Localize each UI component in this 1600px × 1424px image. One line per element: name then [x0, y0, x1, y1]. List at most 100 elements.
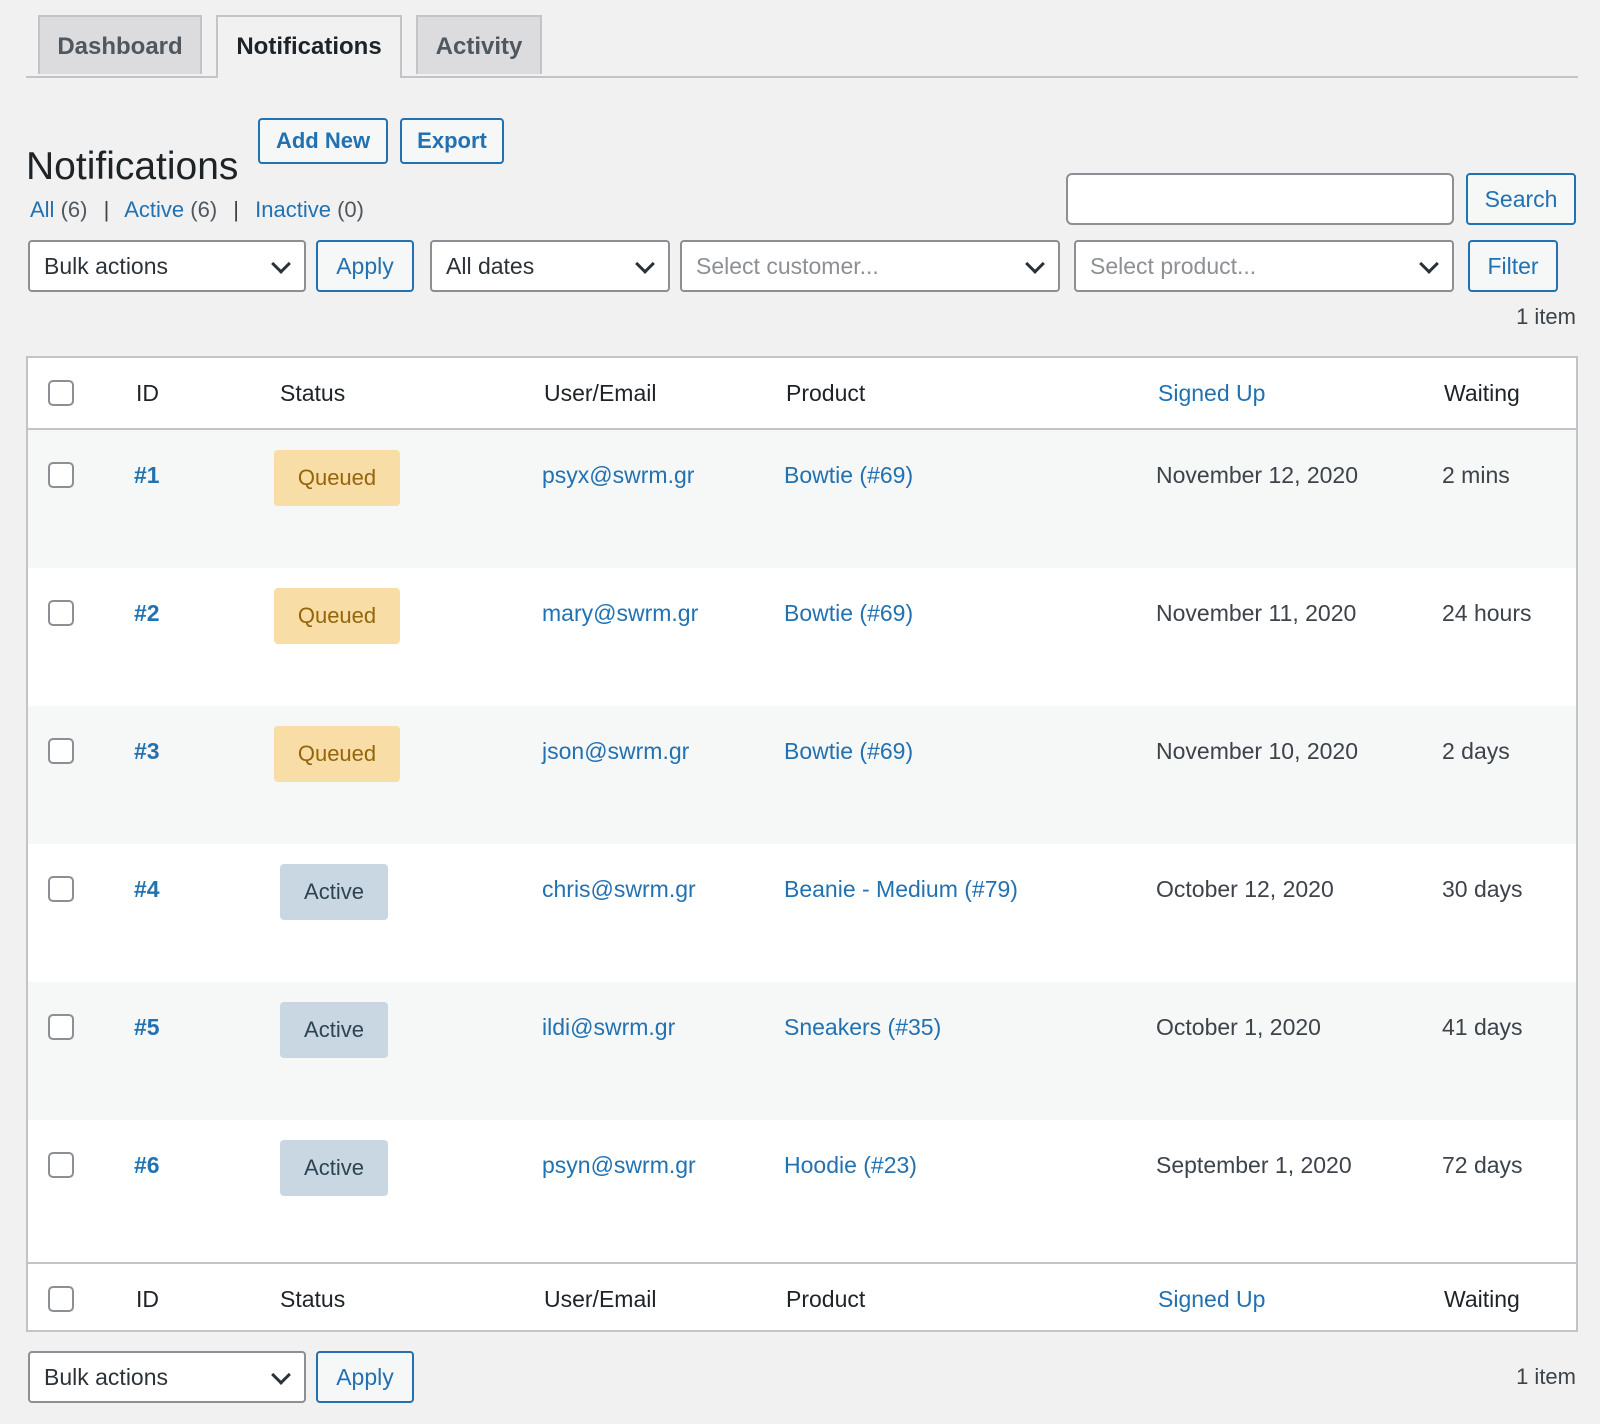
status-badge: Active — [280, 1002, 388, 1058]
tab-dashboard[interactable]: Dashboard — [38, 15, 202, 74]
row-checkbox[interactable] — [48, 876, 74, 902]
tab-notifications[interactable]: Notifications — [216, 15, 402, 78]
user-email-link[interactable]: ildi@swrm.gr — [542, 1014, 676, 1040]
view-all-link[interactable]: All — [30, 197, 55, 222]
status-badge: Active — [280, 1140, 388, 1196]
signed-up-date: October 1, 2020 — [1156, 1014, 1321, 1040]
tab-activity[interactable]: Activity — [416, 15, 542, 74]
table-row: #4 Active chris@swrm.gr Beanie - Medium … — [28, 844, 1576, 982]
customer-placeholder: Select customer... — [696, 253, 879, 279]
separator: | — [233, 197, 239, 222]
product-select[interactable]: Select product... — [1074, 240, 1454, 292]
search-input[interactable] — [1066, 173, 1454, 225]
row-checkbox[interactable] — [48, 1152, 74, 1178]
waiting-time: 72 days — [1442, 1152, 1523, 1178]
column-status: Status — [280, 380, 346, 406]
notification-id-link[interactable]: #5 — [134, 1014, 160, 1040]
waiting-time: 2 days — [1442, 738, 1510, 764]
waiting-time: 41 days — [1442, 1014, 1523, 1040]
dates-select[interactable]: All dates — [430, 240, 670, 292]
chevron-down-icon — [271, 1365, 291, 1385]
status-views: All (6) | Active (6) | Inactive (0) — [30, 196, 364, 224]
status-badge: Queued — [274, 726, 400, 782]
column-waiting: Waiting — [1444, 1286, 1520, 1312]
add-new-button[interactable]: Add New — [258, 118, 388, 164]
status-badge: Queued — [274, 588, 400, 644]
notification-id-link[interactable]: #3 — [134, 738, 160, 764]
item-count-top: 1 item — [1516, 304, 1576, 329]
view-inactive-count: (0) — [337, 197, 364, 222]
table-row: #5 Active ildi@swrm.gr Sneakers (#35) Oc… — [28, 982, 1576, 1120]
user-email-link[interactable]: chris@swrm.gr — [542, 876, 696, 902]
product-link[interactable]: Beanie - Medium (#79) — [784, 876, 1018, 902]
select-all-checkbox[interactable] — [48, 380, 74, 406]
table-row: #3 Queued json@swrm.gr Bowtie (#69) Nove… — [28, 706, 1576, 844]
product-link[interactable]: Bowtie (#69) — [784, 738, 914, 764]
notifications-table: ID Status User/Email Product Signed Up W… — [26, 356, 1578, 1332]
view-inactive-link[interactable]: Inactive — [255, 197, 331, 222]
row-checkbox[interactable] — [48, 1014, 74, 1040]
product-link[interactable]: Bowtie (#69) — [784, 600, 914, 626]
product-link[interactable]: Hoodie (#23) — [784, 1152, 917, 1178]
column-product: Product — [786, 380, 866, 406]
select-all-checkbox-footer[interactable] — [48, 1286, 74, 1312]
bulk-actions-select-bottom[interactable]: Bulk actions — [28, 1351, 306, 1403]
table-row: #6 Active psyn@swrm.gr Hoodie (#23) Sept… — [28, 1120, 1576, 1260]
column-signed-up-sort[interactable]: Signed Up — [1158, 380, 1266, 406]
page-title: Notifications — [26, 145, 239, 189]
bulk-actions-select[interactable]: Bulk actions — [28, 240, 306, 292]
chevron-down-icon — [1419, 254, 1439, 274]
waiting-time: 2 mins — [1442, 462, 1510, 488]
status-badge: Active — [280, 864, 388, 920]
product-placeholder: Select product... — [1090, 253, 1257, 279]
column-signed-up-sort[interactable]: Signed Up — [1158, 1286, 1266, 1312]
user-email-link[interactable]: mary@swrm.gr — [542, 600, 699, 626]
table-footer: ID Status User/Email Product Signed Up W… — [28, 1262, 1576, 1334]
waiting-time: 30 days — [1442, 876, 1523, 902]
table-row: #2 Queued mary@swrm.gr Bowtie (#69) Nove… — [28, 568, 1576, 706]
apply-button[interactable]: Apply — [316, 240, 414, 292]
bulk-actions-value: Bulk actions — [44, 1364, 169, 1390]
bulk-actions-value: Bulk actions — [44, 253, 169, 279]
item-count-bottom: 1 item — [1516, 1364, 1576, 1389]
table-header: ID Status User/Email Product Signed Up W… — [28, 358, 1576, 430]
column-id: ID — [136, 380, 159, 406]
customer-select[interactable]: Select customer... — [680, 240, 1060, 292]
chevron-down-icon — [635, 254, 655, 274]
view-active-link[interactable]: Active — [124, 197, 185, 222]
signed-up-date: November 11, 2020 — [1156, 600, 1357, 626]
row-checkbox[interactable] — [48, 600, 74, 626]
user-email-link[interactable]: psyn@swrm.gr — [542, 1152, 696, 1178]
apply-button-bottom[interactable]: Apply — [316, 1351, 414, 1403]
product-link[interactable]: Sneakers (#35) — [784, 1014, 942, 1040]
notification-id-link[interactable]: #2 — [134, 600, 160, 626]
filter-button[interactable]: Filter — [1468, 240, 1558, 292]
notification-id-link[interactable]: #1 — [134, 462, 160, 488]
column-id: ID — [136, 1286, 159, 1312]
dates-value: All dates — [446, 253, 535, 279]
signed-up-date: November 12, 2020 — [1156, 462, 1359, 488]
status-badge: Queued — [274, 450, 400, 506]
notification-id-link[interactable]: #6 — [134, 1152, 160, 1178]
table-row: #1 Queued psyx@swrm.gr Bowtie (#69) Nove… — [28, 430, 1576, 568]
row-checkbox[interactable] — [48, 462, 74, 488]
signed-up-date: September 1, 2020 — [1156, 1152, 1352, 1178]
notification-id-link[interactable]: #4 — [134, 876, 160, 902]
column-waiting: Waiting — [1444, 380, 1520, 406]
search-button[interactable]: Search — [1466, 173, 1576, 225]
product-link[interactable]: Bowtie (#69) — [784, 462, 914, 488]
view-active-count: (6) — [190, 197, 218, 222]
separator: | — [103, 197, 110, 222]
row-checkbox[interactable] — [48, 738, 74, 764]
chevron-down-icon — [1025, 254, 1045, 274]
chevron-down-icon — [271, 254, 291, 274]
column-status: Status — [280, 1286, 346, 1312]
user-email-link[interactable]: json@swrm.gr — [542, 738, 690, 764]
export-button[interactable]: Export — [400, 118, 504, 164]
signed-up-date: October 12, 2020 — [1156, 876, 1334, 902]
user-email-link[interactable]: psyx@swrm.gr — [542, 462, 695, 488]
nav-tabs: Dashboard Notifications Activity — [26, 15, 1578, 78]
column-user-email: User/Email — [544, 1286, 657, 1312]
column-user-email: User/Email — [544, 380, 657, 406]
waiting-time: 24 hours — [1442, 600, 1532, 626]
